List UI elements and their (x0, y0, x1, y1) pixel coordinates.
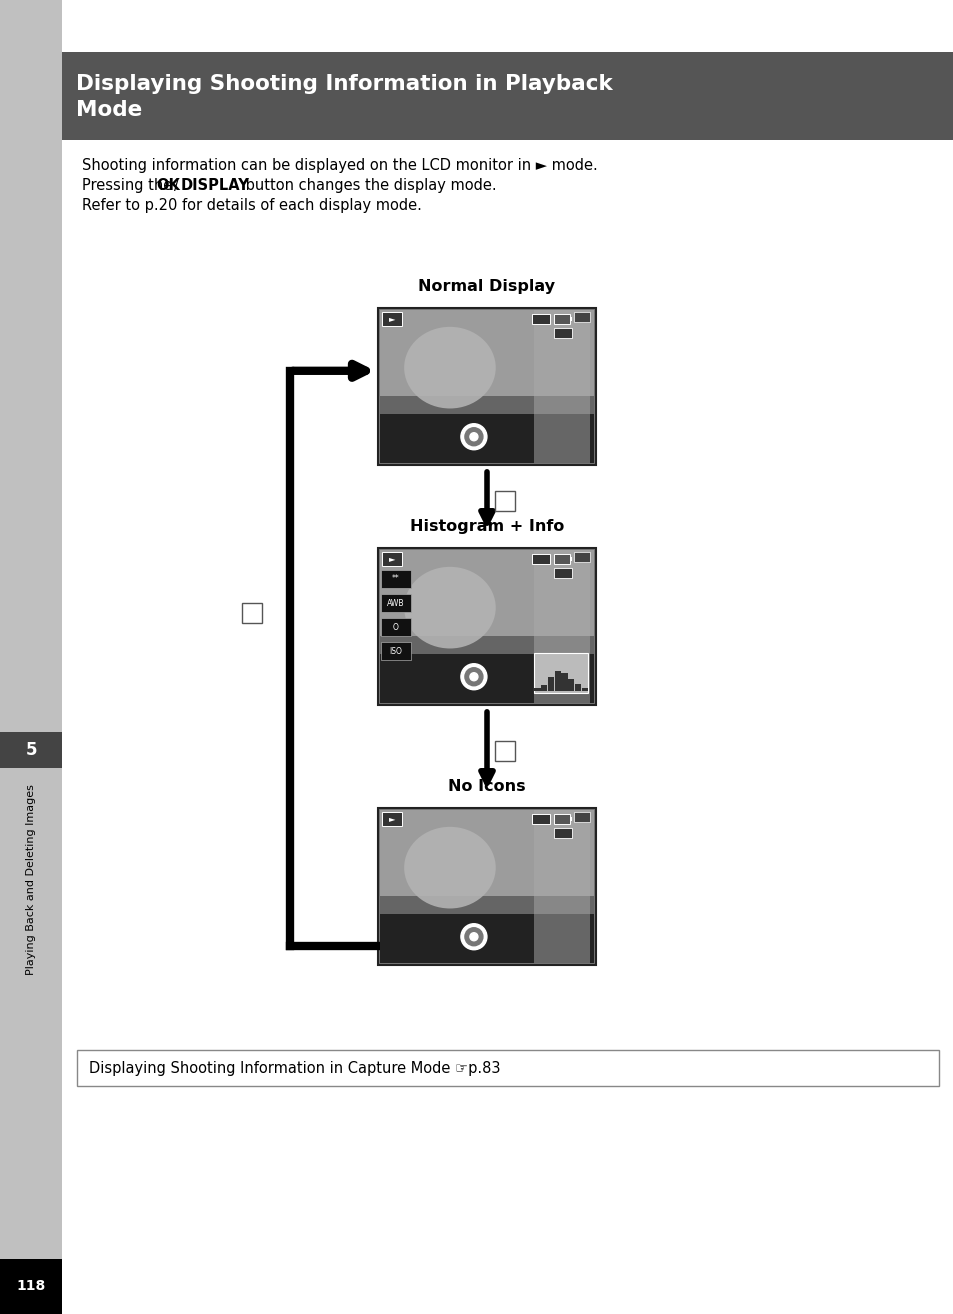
Ellipse shape (404, 327, 496, 409)
Text: DISPLAY: DISPLAY (181, 177, 250, 193)
Bar (532, 813, 550, 824)
Bar (377, 808, 596, 964)
Circle shape (470, 673, 477, 681)
Bar (0, 0, 62, 1314)
Bar (534, 653, 587, 692)
Bar (380, 618, 411, 636)
Bar (495, 741, 515, 761)
Text: Displaying Shooting Information in Capture Mode ☞p.83: Displaying Shooting Information in Captu… (89, 1060, 500, 1075)
Bar (379, 654, 594, 703)
Bar (532, 555, 550, 564)
Bar (569, 557, 572, 561)
Text: Mode: Mode (76, 100, 142, 120)
Bar (581, 689, 587, 691)
Bar (554, 568, 572, 578)
Bar (380, 643, 411, 660)
Bar (379, 310, 594, 396)
Circle shape (464, 668, 482, 686)
Text: Displaying Shooting Information in Playback: Displaying Shooting Information in Playb… (76, 74, 612, 95)
Bar (554, 314, 569, 325)
Bar (569, 317, 572, 321)
Bar (379, 310, 594, 427)
Bar (377, 548, 596, 706)
Text: ►: ► (388, 555, 395, 564)
Text: ISO: ISO (389, 646, 402, 656)
Circle shape (470, 432, 477, 440)
Bar (574, 311, 589, 322)
Text: OK: OK (156, 177, 180, 193)
Bar (574, 812, 589, 823)
Bar (554, 671, 560, 691)
Text: Pressing the: Pressing the (82, 177, 176, 193)
Bar (381, 552, 401, 566)
Bar (380, 570, 411, 587)
Text: O: O (393, 623, 398, 632)
Bar (554, 555, 569, 564)
Bar (561, 673, 567, 691)
Text: Refer to p.20 for details of each display mode.: Refer to p.20 for details of each displa… (82, 198, 421, 213)
Bar (379, 915, 594, 963)
Circle shape (460, 664, 486, 690)
Bar (532, 314, 550, 325)
Bar (379, 414, 594, 463)
Bar (242, 603, 262, 623)
Bar (534, 310, 589, 463)
Bar (379, 551, 594, 668)
Bar (554, 828, 572, 838)
Text: Shooting information can be displayed on the LCD monitor in ► mode.: Shooting information can be displayed on… (82, 158, 598, 173)
Bar (568, 679, 574, 691)
Ellipse shape (404, 827, 496, 908)
Bar (0, 1259, 62, 1314)
Ellipse shape (404, 566, 496, 649)
Text: Histogram + Info: Histogram + Info (410, 519, 563, 533)
Text: Playing Back and Deleting Images: Playing Back and Deleting Images (26, 784, 36, 975)
Bar (534, 689, 540, 691)
Text: AWB: AWB (387, 598, 404, 607)
Text: button changes the display mode.: button changes the display mode. (241, 177, 497, 193)
Text: ►: ► (388, 815, 395, 824)
Text: 5: 5 (25, 741, 37, 759)
Bar (575, 685, 580, 691)
Bar (554, 328, 572, 338)
Bar (569, 817, 572, 821)
Circle shape (470, 933, 477, 941)
Bar (381, 311, 401, 326)
Circle shape (460, 423, 486, 449)
Circle shape (464, 428, 482, 445)
Text: /: / (173, 177, 178, 193)
Bar (379, 551, 594, 636)
Text: Normal Display: Normal Display (418, 279, 555, 294)
Bar (554, 813, 569, 824)
Text: No Icons: No Icons (448, 779, 525, 794)
Bar (62, 53, 953, 141)
Circle shape (460, 924, 486, 950)
Bar (381, 812, 401, 827)
Bar (377, 307, 596, 465)
Bar (379, 809, 594, 896)
Bar (380, 594, 411, 612)
Bar (495, 490, 515, 511)
Bar (547, 677, 554, 691)
Text: 118: 118 (16, 1280, 46, 1293)
Bar (379, 809, 594, 926)
Text: ►: ► (388, 314, 395, 323)
Circle shape (464, 928, 482, 946)
Bar (534, 551, 589, 703)
Bar (534, 809, 589, 963)
Text: **: ** (392, 574, 399, 583)
Bar (77, 1050, 938, 1085)
Bar (574, 552, 589, 562)
Bar (540, 685, 547, 691)
Bar (0, 732, 62, 767)
